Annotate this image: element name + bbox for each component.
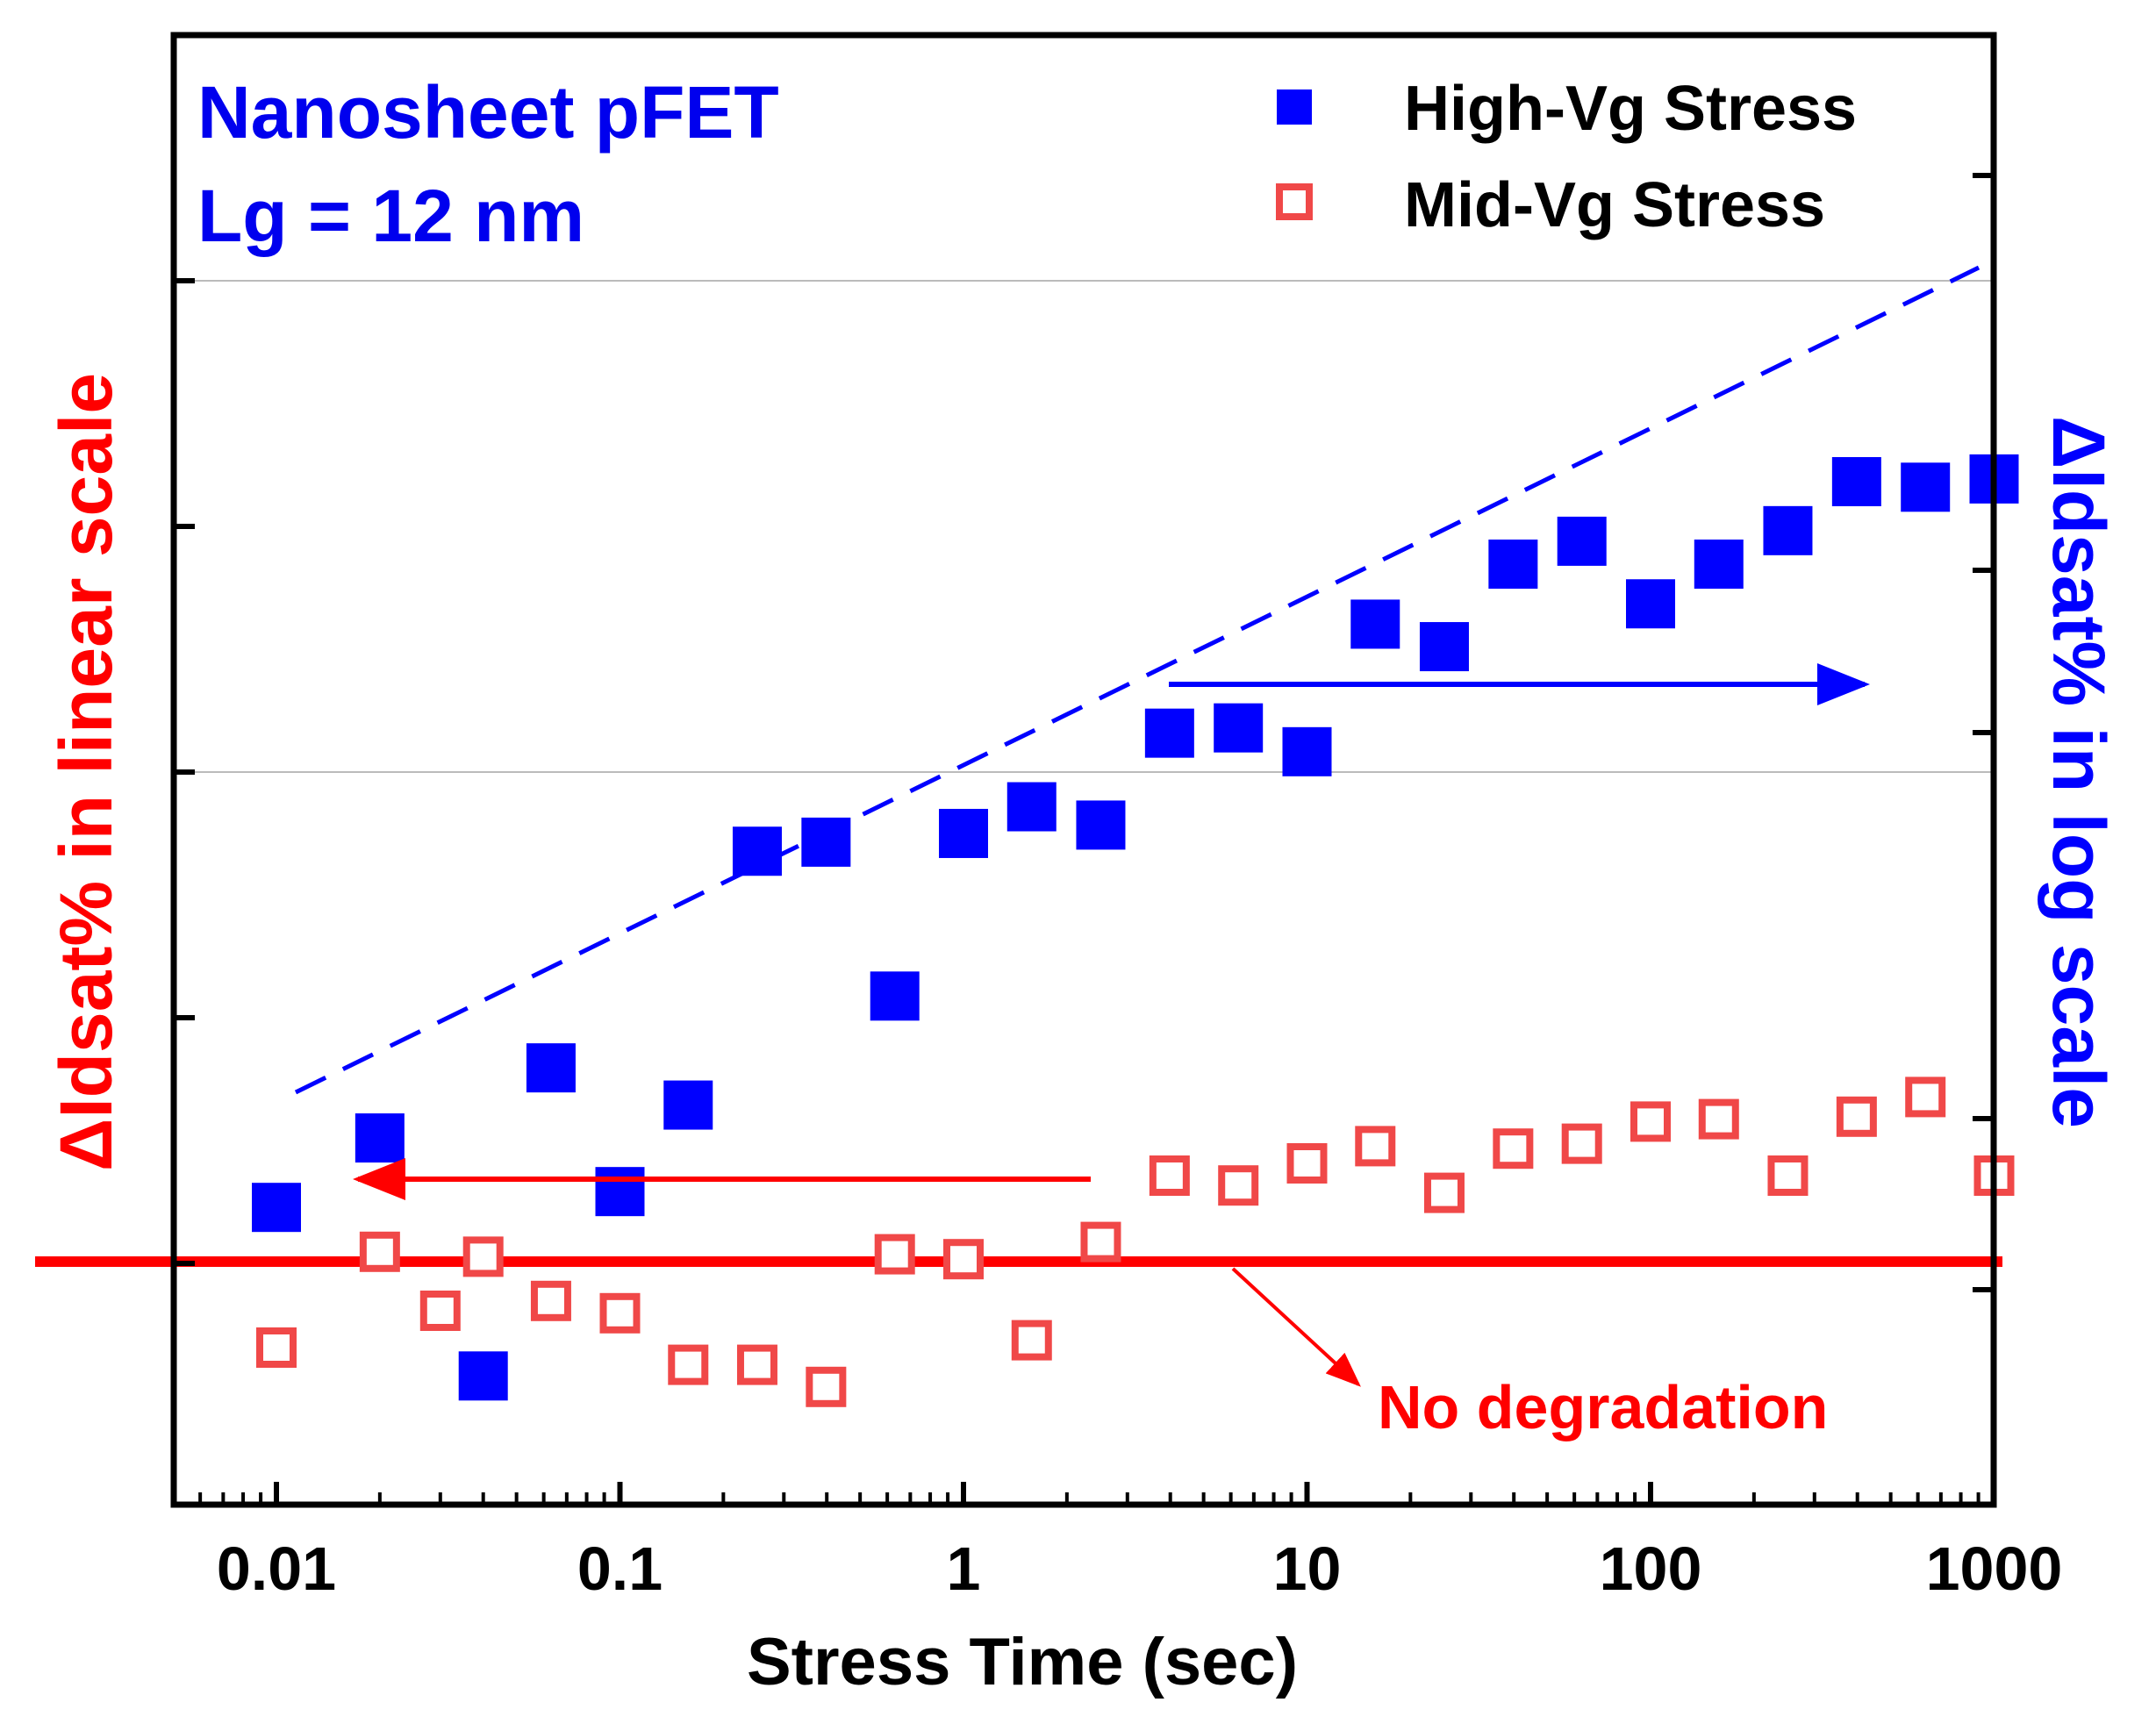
high-vg-point: [1214, 703, 1264, 753]
device-annotation-line-2: Lg = 12 nm: [197, 175, 584, 257]
high-vg-point: [1763, 505, 1813, 555]
mid-vg-point: [1698, 1098, 1739, 1140]
high-vg-series: [252, 454, 2019, 1401]
mid-vg-point: [599, 1292, 641, 1334]
mid-vg-point: [668, 1344, 709, 1385]
high-vg-point: [1626, 579, 1675, 629]
x-tick-label: 0.01: [217, 1534, 336, 1603]
mid-vg-point: [530, 1280, 571, 1321]
x-tick-label: 1000: [1926, 1534, 2063, 1603]
mid-vg-point: [736, 1344, 777, 1385]
mid-vg-point: [1630, 1101, 1671, 1142]
high-vg-point: [663, 1080, 713, 1130]
mid-vg-point: [1011, 1320, 1052, 1361]
mid-vg-point: [256, 1327, 297, 1368]
mid-vg-point: [1767, 1155, 1809, 1196]
no-degradation-label: No degradation: [1378, 1373, 1828, 1441]
y-axis-left-title: ΔIdsat% in linear scale: [45, 373, 127, 1171]
high-vg-point: [458, 1351, 508, 1401]
mid-vg-point: [806, 1366, 847, 1407]
high-vg-trend-line: [294, 265, 1981, 1095]
high-vg-point: [1419, 622, 1469, 672]
device-annotation-line-1: Nanosheet pFET: [197, 71, 779, 154]
mid-vg-point: [1355, 1126, 1396, 1167]
high-vg-point: [1831, 457, 1881, 507]
legend-high-label: High-Vg Stress: [1404, 74, 1857, 144]
legend-mid-label: Mid-Vg Stress: [1404, 170, 1825, 240]
x-axis-title: Stress Time (sec): [747, 1625, 1298, 1699]
x-tick-label: 100: [1600, 1534, 1702, 1603]
grid-layer: [174, 280, 1994, 773]
mid-vg-point: [359, 1231, 400, 1272]
mid-vg-point: [1218, 1165, 1259, 1206]
mid-vg-point: [1080, 1221, 1121, 1262]
high-vg-point: [252, 1183, 301, 1233]
high-vg-point: [1006, 782, 1057, 832]
mid-vg-point: [1149, 1155, 1190, 1196]
mid-vg-series: [256, 1077, 2015, 1407]
mid-vg-point: [462, 1236, 504, 1277]
y-axis-ticks: [174, 173, 1994, 1292]
mid-vg-point: [943, 1239, 984, 1280]
high-vg-point: [939, 808, 988, 858]
x-tick-label: 1: [947, 1534, 981, 1603]
high-vg-point: [526, 1043, 576, 1093]
high-vg-point: [1557, 516, 1607, 566]
legend-high-marker: [1277, 89, 1312, 125]
high-vg-point: [1694, 539, 1744, 589]
high-vg-point: [1282, 726, 1332, 776]
x-axis-ticks: [198, 1482, 1981, 1505]
high-vg-point: [801, 817, 851, 867]
x-tick-label: 10: [1273, 1534, 1342, 1603]
legend-mid-marker: [1276, 183, 1313, 220]
high-vg-point: [595, 1167, 645, 1217]
high-vg-point: [1144, 708, 1194, 758]
mid-vg-point: [874, 1234, 915, 1275]
mid-vg-point: [1905, 1077, 1946, 1118]
y-axis-right-title: ΔIdsat% in log scale: [2038, 416, 2120, 1128]
x-tick-label: 0.1: [577, 1534, 663, 1603]
mid-vg-point: [1286, 1143, 1328, 1184]
mid-vg-point: [419, 1291, 461, 1331]
mid-vg-point: [1561, 1123, 1602, 1164]
high-vg-point: [1901, 462, 1951, 512]
high-vg-point: [732, 826, 782, 876]
mid-vg-point: [1493, 1128, 1534, 1169]
high-vg-point: [355, 1113, 405, 1163]
high-vg-point: [870, 971, 920, 1021]
high-vg-point: [1488, 539, 1538, 589]
x-axis-tick-labels: 0.01 0.1 1 10 100 1000: [217, 1534, 2062, 1603]
high-vg-point: [1076, 800, 1126, 850]
legend: High-Vg Stress Mid-Vg Stress: [1276, 74, 1857, 240]
mid-vg-point: [1423, 1172, 1465, 1213]
mid-vg-point: [1836, 1096, 1877, 1137]
no-degradation-pointer: [1231, 1267, 1361, 1387]
high-vg-point: [1350, 599, 1400, 649]
